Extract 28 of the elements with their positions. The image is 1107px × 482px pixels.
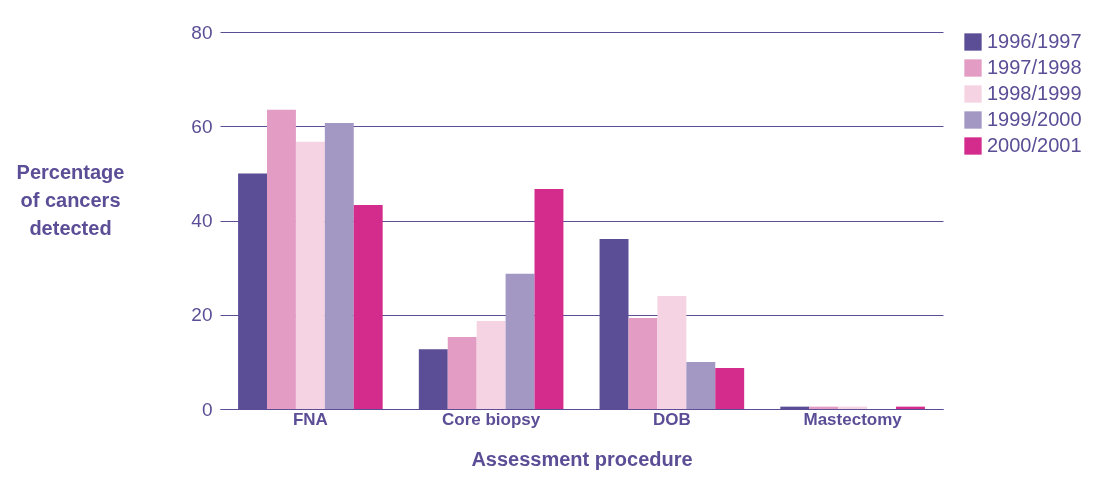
bar: [447, 336, 477, 409]
y-tick-label: 40: [191, 210, 213, 231]
bar: [686, 361, 716, 409]
x-tick-label: DOB: [652, 409, 691, 429]
legend-label: 1996/1997: [987, 30, 1082, 52]
x-axis-title: Assessment procedure: [471, 447, 693, 470]
x-tick-label: Mastectomy: [803, 409, 903, 429]
legend-label: 1999/2000: [987, 108, 1082, 130]
y-tick-label: 0: [201, 398, 213, 420]
y-tick-label: 80: [191, 21, 213, 43]
bar: [628, 318, 658, 409]
y-tick-label: 60: [191, 115, 213, 137]
bar: [476, 320, 506, 409]
x-tick-label: Core biopsy: [442, 409, 541, 429]
y-axis-title: Percentage of cancers detected: [16, 160, 125, 239]
bar: [505, 273, 535, 409]
y-tick-label: 20: [191, 304, 213, 326]
bar: [324, 122, 354, 409]
bar: [295, 141, 325, 409]
bar: [267, 109, 296, 409]
legend-label: 1997/1998: [987, 56, 1082, 78]
legend-label: 2000/2001: [987, 134, 1082, 156]
bar: [353, 204, 383, 409]
bar: [657, 295, 687, 409]
bar: [715, 368, 745, 409]
bar: [534, 188, 564, 409]
x-tick-label: FNA: [292, 409, 328, 429]
legend-label: 1998/1999: [987, 82, 1082, 104]
